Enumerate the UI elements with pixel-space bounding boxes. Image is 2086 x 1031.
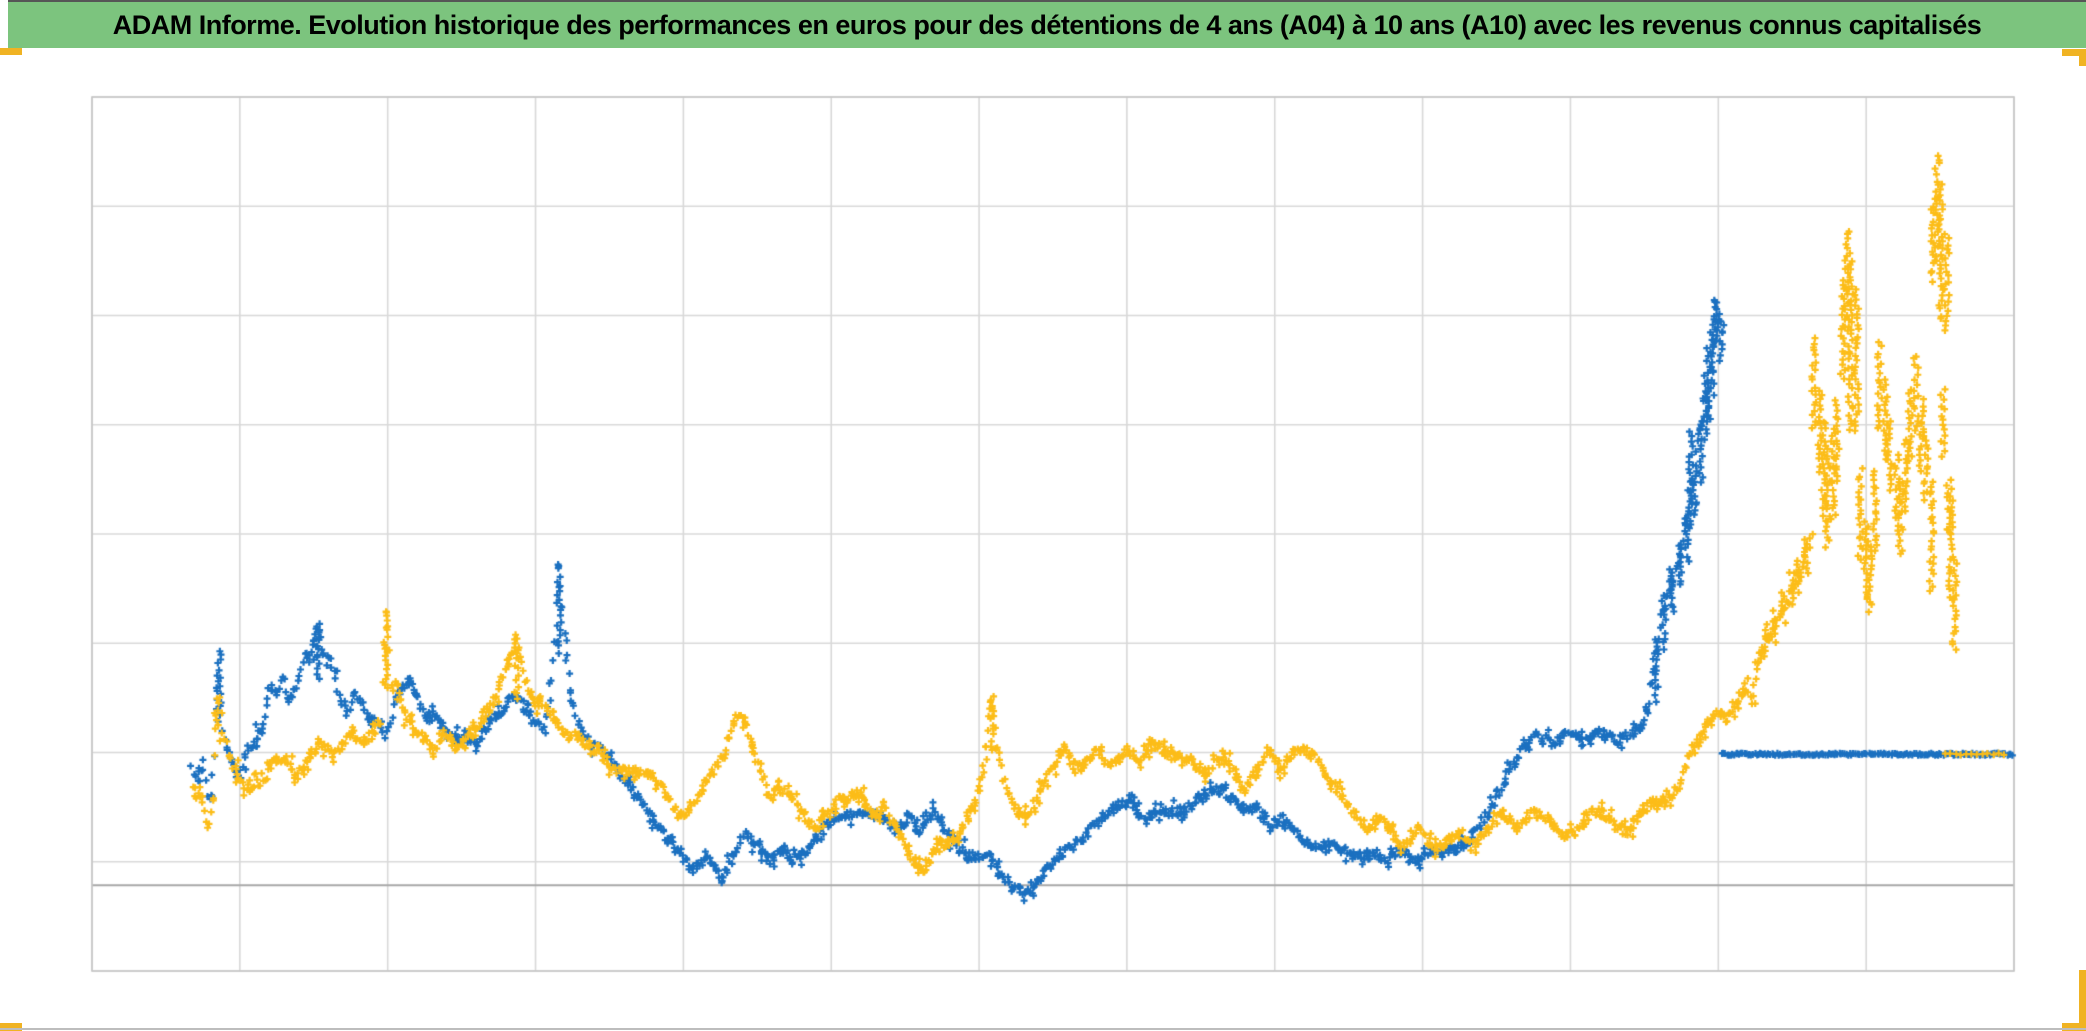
bottom-edge-line [0, 1028, 2086, 1030]
title-bar: ADAM Informe. Evolution historique des p… [8, 0, 2086, 48]
corner-accent-bottom-left [0, 1023, 22, 1031]
scatter-canvas[interactable] [0, 50, 2086, 1025]
slide-title: ADAM Informe. Evolution historique des p… [112, 9, 1982, 40]
chart-area [0, 50, 2086, 1025]
